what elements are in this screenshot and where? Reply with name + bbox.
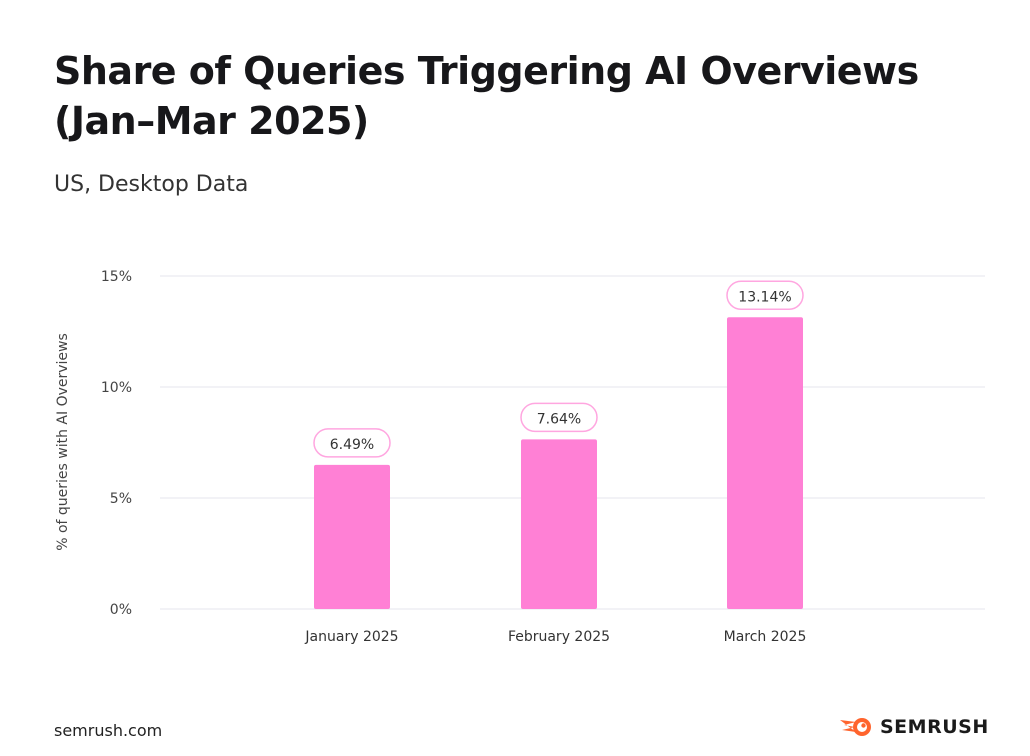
- data-label-bubble: [520, 402, 598, 433]
- source-label: semrush.com: [54, 721, 163, 740]
- data-label-bubble: [726, 280, 804, 311]
- y-tick-label: 5%: [110, 491, 132, 507]
- x-tick-label: March 2025: [724, 629, 807, 645]
- data-label: 7.64%: [537, 411, 581, 427]
- data-label: 6.49%: [330, 437, 374, 453]
- y-tick-label: 10%: [101, 380, 132, 396]
- y-axis-label: % of queries with AI Overviews: [55, 333, 71, 551]
- bar: [314, 464, 390, 609]
- chart-subtitle: US, Desktop Data: [54, 172, 249, 197]
- bar: [521, 439, 597, 609]
- title-line-1: Share of Queries Triggering AI Overviews: [54, 49, 919, 93]
- semrush-flame-icon: [840, 718, 871, 736]
- data-label: 13.14%: [738, 289, 791, 305]
- y-tick-label: 15%: [101, 269, 132, 285]
- logo-text: SEMRUSH: [880, 716, 989, 738]
- chart-title: Share of Queries Triggering AI Overviews…: [54, 46, 919, 146]
- data-label-bubble: [313, 428, 391, 458]
- y-tick-label: 0%: [110, 602, 132, 618]
- title-line-2: (Jan–Mar 2025): [54, 99, 369, 143]
- semrush-logo: SEMRUSH: [838, 716, 989, 738]
- x-tick-label: February 2025: [508, 629, 610, 645]
- bar: [727, 317, 803, 609]
- x-tick-label: January 2025: [304, 629, 398, 645]
